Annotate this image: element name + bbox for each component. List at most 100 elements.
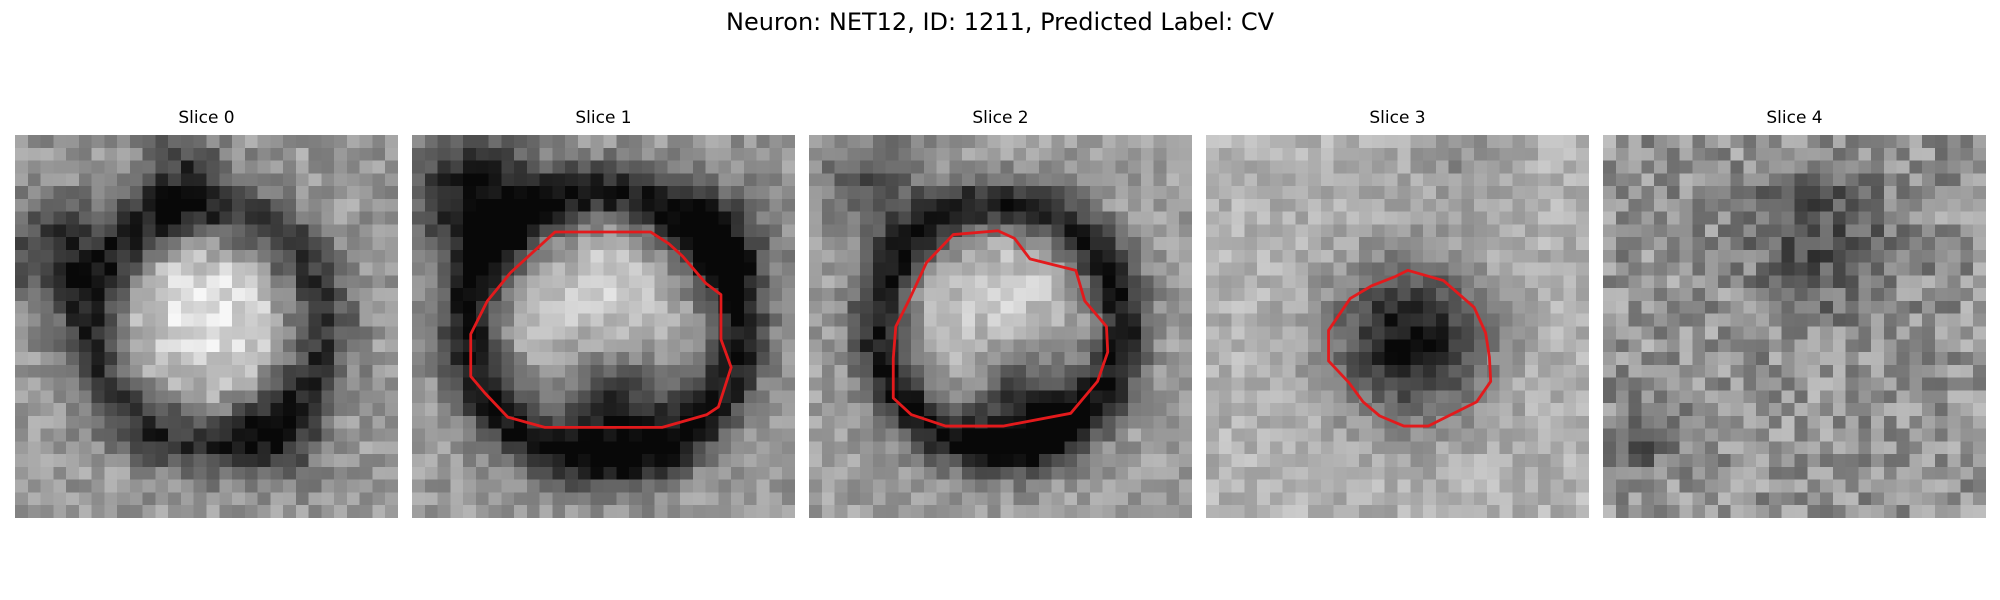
image-pixel [1781,198,1795,212]
image-pixel [692,377,706,391]
image-pixel [577,454,591,468]
image-pixel [1166,160,1180,174]
image-pixel [359,364,373,378]
image-pixel [1346,275,1360,289]
image-pixel [1768,288,1782,302]
image-pixel [244,186,258,200]
image-pixel [168,415,182,429]
image-pixel [1794,160,1808,174]
image-pixel [667,262,681,276]
image-pixel [117,135,131,149]
image-pixel [667,466,681,480]
image-pixel [1231,466,1245,480]
image-pixel [898,505,912,518]
image-pixel [104,135,118,149]
image-pixel [501,326,515,340]
image-pixel [475,466,489,480]
image-pixel [1269,403,1283,417]
image-pixel [962,466,976,480]
image-pixel [1794,505,1808,518]
image-pixel [1038,326,1052,340]
image-pixel [1512,326,1526,340]
image-pixel [577,275,591,289]
image-pixel [974,173,988,187]
image-pixel [27,147,41,161]
image-pixel [1576,288,1589,302]
image-pixel [1756,313,1770,327]
image-pixel [782,466,795,480]
image-pixel [885,441,899,455]
image-pixel [1576,339,1589,353]
image-pixel [654,173,668,187]
image-pixel [219,492,233,506]
image-pixel [1922,160,1936,174]
image-pixel [1512,454,1526,468]
image-pixel [40,300,54,314]
image-pixel [603,275,617,289]
image-pixel [1486,249,1500,263]
image-pixel [1576,454,1589,468]
image-pixel [1756,160,1770,174]
image-pixel [91,249,105,263]
image-pixel [1654,275,1668,289]
image-pixel [847,300,861,314]
image-pixel [488,275,502,289]
image-pixel [117,339,131,353]
image-pixel [1525,326,1539,340]
image-pixel [1871,454,1885,468]
image-pixel [987,288,1001,302]
image-pixel [1858,237,1872,251]
image-pixel [104,224,118,238]
image-pixel [1794,390,1808,404]
image-pixel [731,249,745,263]
image-pixel [923,466,937,480]
image-pixel [257,186,271,200]
image-pixel [1525,160,1539,174]
image-pixel [1051,160,1065,174]
image-pixel [40,492,54,506]
image-pixel [1410,249,1424,263]
image-pixel [450,428,464,442]
image-pixel [1089,211,1103,225]
image-pixel [1346,224,1360,238]
image-pixel [1000,249,1014,263]
image-pixel [821,428,835,442]
image-pixel [1244,237,1258,251]
image-pixel [1461,262,1475,276]
image-pixel [1153,288,1167,302]
image-pixel [641,262,655,276]
image-pixel [756,147,770,161]
image-pixel [257,415,271,429]
image-pixel [463,505,477,518]
image-pixel [1128,454,1142,468]
image-pixel [117,173,131,187]
image-pixel [78,505,92,518]
image-pixel [193,237,207,251]
image-pixel [1308,377,1322,391]
image-pixel [488,364,502,378]
image-pixel [577,262,591,276]
image-pixel [1730,454,1744,468]
image-pixel [1257,224,1271,238]
image-pixel [809,364,823,378]
image-pixel [1346,135,1360,149]
image-pixel [654,288,668,302]
image-pixel [616,454,630,468]
image-pixel [1858,313,1872,327]
image-pixel [1000,211,1014,225]
image-pixel [1537,466,1551,480]
image-pixel [949,275,963,289]
image-pixel [219,326,233,340]
image-pixel [1257,505,1271,518]
image-pixel [1845,505,1859,518]
image-pixel [1486,135,1500,149]
image-pixel [1000,300,1014,314]
image-pixel [898,198,912,212]
image-pixel [91,288,105,302]
image-pixel [206,135,220,149]
image-pixel [1947,454,1961,468]
image-pixel [1820,224,1834,238]
image-pixel [1576,505,1589,518]
image-pixel [616,390,630,404]
image-pixel [1295,352,1309,366]
